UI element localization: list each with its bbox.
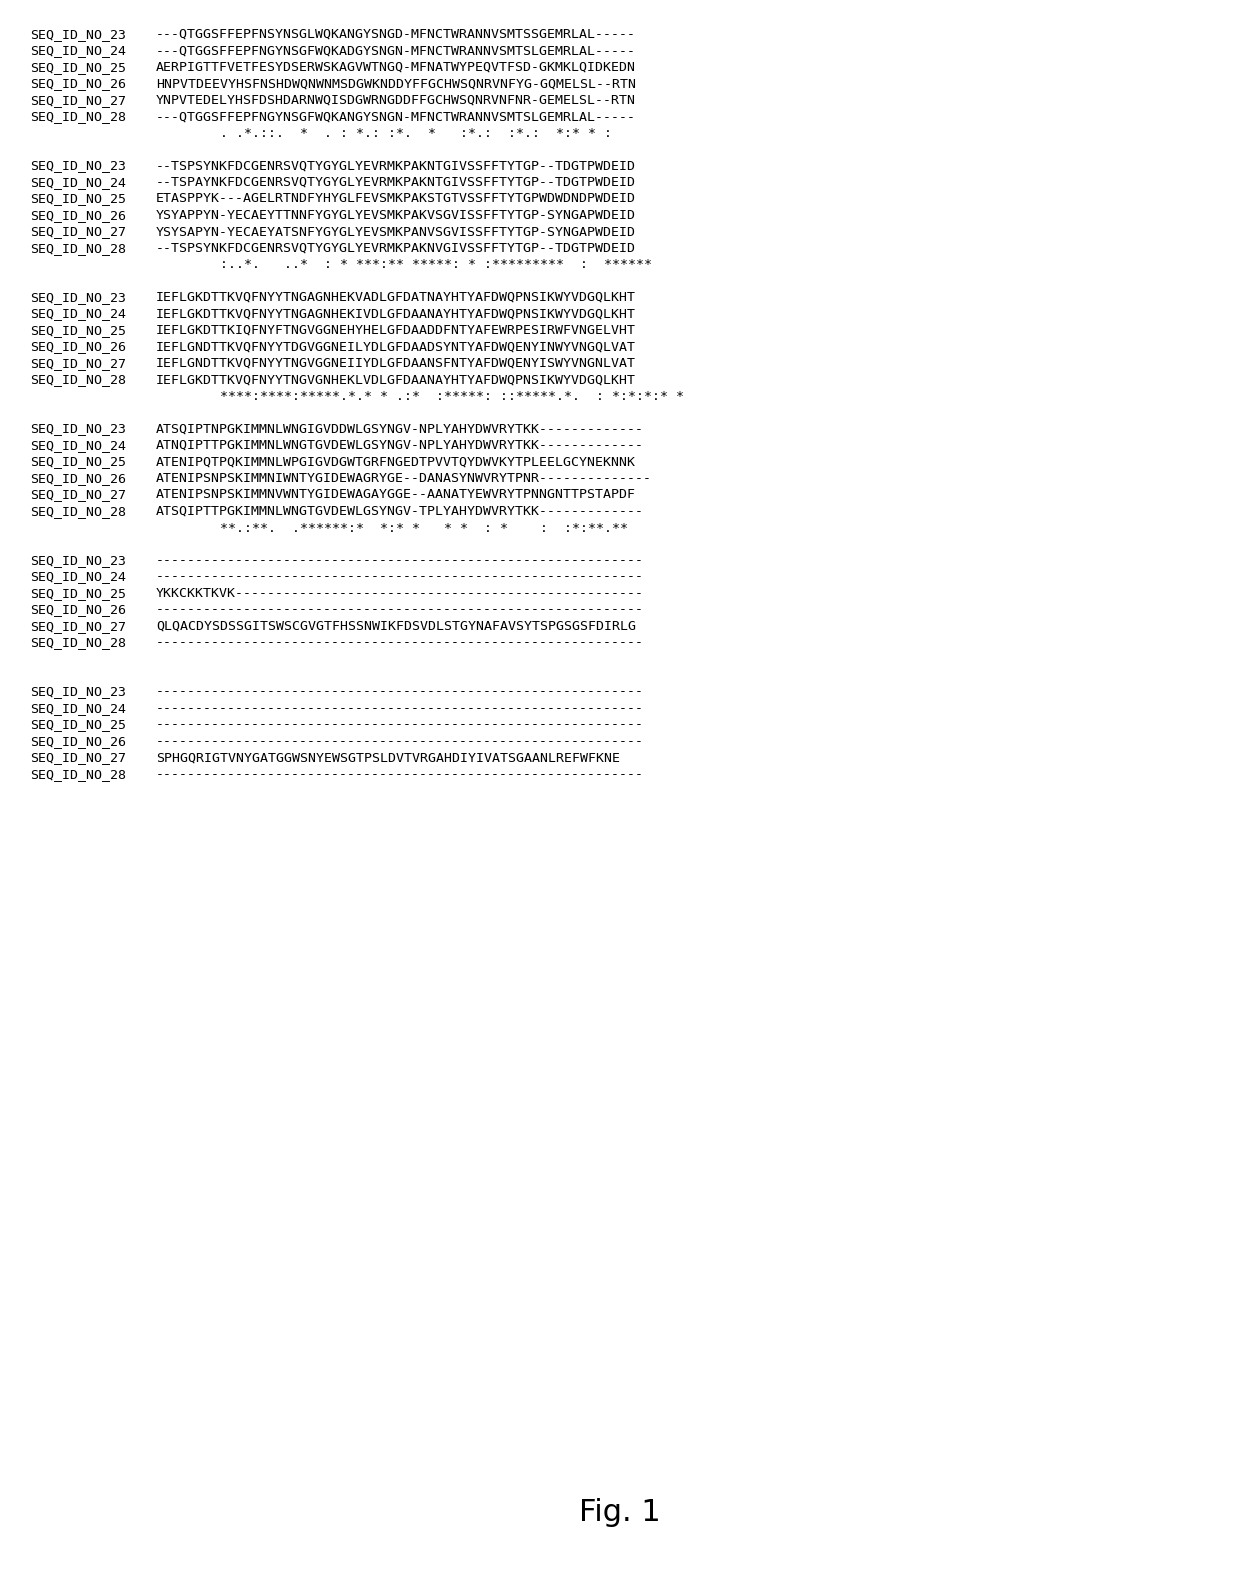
Text: SEQ_ID_NO_28: SEQ_ID_NO_28 xyxy=(30,505,126,518)
Text: IEFLGKDTTKVQFNYYTNGAGNHEKVADLGFDATNAYHTYAFDWQPNSIKWYVDGQLKHT: IEFLGKDTTKVQFNYYTNGAGNHEKVADLGFDATNAYHTY… xyxy=(156,290,636,304)
Text: SEQ_ID_NO_26: SEQ_ID_NO_26 xyxy=(30,209,126,221)
Text: -------------------------------------------------------------: ----------------------------------------… xyxy=(156,734,644,748)
Text: SEQ_ID_NO_25: SEQ_ID_NO_25 xyxy=(30,719,126,731)
Text: SEQ_ID_NO_28: SEQ_ID_NO_28 xyxy=(30,373,126,386)
Text: HNPVTDEEVYHSFNSHDWQNWNMSDGWKNDDYFFGCHWSQNRVNFYG-GQMELSL--RTN: HNPVTDEEVYHSFNSHDWQNWNMSDGWKNDDYFFGCHWSQ… xyxy=(156,77,636,91)
Text: SEQ_ID_NO_25: SEQ_ID_NO_25 xyxy=(30,193,126,206)
Text: --TSPAYNKFDCGENRSVQTYGYGLYEVRMKPAKNTGIVSSFFTYTGP--TDGTPWDEID: --TSPAYNKFDCGENRSVQTYGYGLYEVRMKPAKNTGIVS… xyxy=(156,176,636,188)
Text: SEQ_ID_NO_23: SEQ_ID_NO_23 xyxy=(30,686,126,698)
Text: -------------------------------------------------------------: ----------------------------------------… xyxy=(156,554,644,566)
Text: SEQ_ID_NO_24: SEQ_ID_NO_24 xyxy=(30,176,126,188)
Text: ATENIPQTPQKIMMNLWPGIGVDGWTGRFNGEDTPVVTQYDWVKYTPLEELGCYNEKNNK: ATENIPQTPQKIMMNLWPGIGVDGWTGRFNGEDTPVVTQY… xyxy=(156,455,636,469)
Text: SEQ_ID_NO_26: SEQ_ID_NO_26 xyxy=(30,77,126,91)
Text: -------------------------------------------------------------: ----------------------------------------… xyxy=(156,571,644,584)
Text: ATSQIPTNPGKIMMNLWNGIGVDDWLGSYNGV-NPLYAHYDWVRYTKK-------------: ATSQIPTNPGKIMMNLWNGIGVDDWLGSYNGV-NPLYAHY… xyxy=(156,422,644,436)
Text: IEFLGKDTTKVQFNYYTNGAGNHEKIVDLGFDAANAYHTYAFDWQPNSIKWYVDGQLKHT: IEFLGKDTTKVQFNYYTNGAGNHEKIVDLGFDAANAYHTY… xyxy=(156,308,636,320)
Text: IEFLGNDTTKVQFNYYTNGVGGNEIIYDLGFDAANSFNTYAFDWQENYISWYVNGNLVAT: IEFLGNDTTKVQFNYYTNGVGGNEIIYDLGFDAANSFNTY… xyxy=(156,358,636,370)
Text: SEQ_ID_NO_23: SEQ_ID_NO_23 xyxy=(30,160,126,173)
Text: SEQ_ID_NO_27: SEQ_ID_NO_27 xyxy=(30,488,126,502)
Text: Fig. 1: Fig. 1 xyxy=(579,1498,661,1527)
Text: -------------------------------------------------------------: ----------------------------------------… xyxy=(156,686,644,698)
Text: SEQ_ID_NO_26: SEQ_ID_NO_26 xyxy=(30,472,126,485)
Text: -------------------------------------------------------------: ----------------------------------------… xyxy=(156,719,644,731)
Text: SEQ_ID_NO_27: SEQ_ID_NO_27 xyxy=(30,620,126,632)
Text: :..*.   ..*  : * ***:** *****: * :*********  :  ******: :..*. ..* : * ***:** *****: * :*********… xyxy=(156,259,652,271)
Text: ETASPPYK---AGELRTNDFYHYGLFEVSMKPAKSTGTVSSFFTYTGPWDWDNDPWDEID: ETASPPYK---AGELRTNDFYHYGLFEVSMKPAKSTGTVS… xyxy=(156,193,636,206)
Text: SEQ_ID_NO_24: SEQ_ID_NO_24 xyxy=(30,44,126,58)
Text: SEQ_ID_NO_24: SEQ_ID_NO_24 xyxy=(30,308,126,320)
Text: SEQ_ID_NO_25: SEQ_ID_NO_25 xyxy=(30,587,126,599)
Text: -------------------------------------------------------------: ----------------------------------------… xyxy=(156,701,644,715)
Text: IEFLGKDTTKVQFNYYTNGVGNHEKLVDLGFDAANAYHTYAFDWQPNSIKWYVDGQLKHT: IEFLGKDTTKVQFNYYTNGVGNHEKLVDLGFDAANAYHTY… xyxy=(156,373,636,386)
Text: YSYAPPYN-YECAEYTTNNFYGYGLYEVSMKPAKVSGVISSFFTYTGP-SYNGAPWDEID: YSYAPPYN-YECAEYTTNNFYGYGLYEVSMKPAKVSGVIS… xyxy=(156,209,636,221)
Text: ATNQIPTTPGKIMMNLWNGTGVDEWLGSYNGV-NPLYAHYDWVRYTKK-------------: ATNQIPTTPGKIMMNLWNGTGVDEWLGSYNGV-NPLYAHY… xyxy=(156,439,644,452)
Text: . .*.::.  *  . : *.: :*.  *   :*.:  :*.:  *:* * :: . .*.::. * . : *.: :*. * :*.: :*.: *:* *… xyxy=(156,127,613,140)
Text: SEQ_ID_NO_23: SEQ_ID_NO_23 xyxy=(30,422,126,436)
Text: SEQ_ID_NO_28: SEQ_ID_NO_28 xyxy=(30,637,126,650)
Text: ****:****:*****.*.* * .:*  :*****: ::*****.*.  : *:*:*:* *: ****:****:*****.*.* * .:* :*****: ::****… xyxy=(156,391,684,403)
Text: YSYSAPYN-YECAEYATSNFYGYGLYEVSMKPANVSGVISSFFTYTGP-SYNGAPWDEID: YSYSAPYN-YECAEYATSNFYGYGLYEVSMKPANVSGVIS… xyxy=(156,226,636,238)
Text: -------------------------------------------------------------: ----------------------------------------… xyxy=(156,767,644,781)
Text: SEQ_ID_NO_25: SEQ_ID_NO_25 xyxy=(30,455,126,469)
Text: IEFLGNDTTKVQFNYYTDGVGGNEILYDLGFDAADSYNTYAFDWQENYINWYVNGQLVAT: IEFLGNDTTKVQFNYYTDGVGGNEILYDLGFDAADSYNTY… xyxy=(156,340,636,353)
Text: QLQACDYSDSSGITSWSCGVGTFHSSNWIKFDSVDLSTGYNAFAVSYTSPGSGSFDIRLG: QLQACDYSDSSGITSWSCGVGTFHSSNWIKFDSVDLSTGY… xyxy=(156,620,636,632)
Text: SEQ_ID_NO_26: SEQ_ID_NO_26 xyxy=(30,734,126,748)
Text: SEQ_ID_NO_26: SEQ_ID_NO_26 xyxy=(30,340,126,353)
Text: AERPIGTTFVETFESYDSERWSKAGVWTNGQ-MFNATWYPEQVTFSD-GKMKLQIDKEDN: AERPIGTTFVETFESYDSERWSKAGVWTNGQ-MFNATWYP… xyxy=(156,61,636,74)
Text: **.:**.  .******:*  *:* *   * *  : *    :  :*:**.**: **.:**. .******:* *:* * * * : * : :*:**.… xyxy=(156,521,627,535)
Text: SEQ_ID_NO_27: SEQ_ID_NO_27 xyxy=(30,358,126,370)
Text: ---QTGGSFFEPFNGYNSGFWQKANGYSNGN-MFNCTWRANNVSMTSLGEMRLAL-----: ---QTGGSFFEPFNGYNSGFWQKANGYSNGN-MFNCTWRA… xyxy=(156,110,636,124)
Text: IEFLGKDTTKIQFNYFTNGVGGNEHYHELGFDAADDFNTYAFEWRPESIRWFVNGELVHT: IEFLGKDTTKIQFNYFTNGVGGNEHYHELGFDAADDFNTY… xyxy=(156,325,636,337)
Text: SEQ_ID_NO_25: SEQ_ID_NO_25 xyxy=(30,61,126,74)
Text: ATSQIPTTPGKIMMNLWNGTGVDEWLGSYNGV-TPLYAHYDWVRYTKK-------------: ATSQIPTTPGKIMMNLWNGTGVDEWLGSYNGV-TPLYAHY… xyxy=(156,505,644,518)
Text: ATENIPSNPSKIMMNIWNTYGIDEWAGRYGE--DANASYNWVRYTPNR--------------: ATENIPSNPSKIMMNIWNTYGIDEWAGRYGE--DANASYN… xyxy=(156,472,652,485)
Text: SEQ_ID_NO_27: SEQ_ID_NO_27 xyxy=(30,94,126,107)
Text: YKKCKKTKVK---------------------------------------------------: YKKCKKTKVK------------------------------… xyxy=(156,587,644,599)
Text: SEQ_ID_NO_28: SEQ_ID_NO_28 xyxy=(30,767,126,781)
Text: SEQ_ID_NO_25: SEQ_ID_NO_25 xyxy=(30,325,126,337)
Text: YNPVTEDELYHSFDSHDARNWQISDGWRNGDDFFGCHWSQNRVNFNR-GEMELSL--RTN: YNPVTEDELYHSFDSHDARNWQISDGWRNGDDFFGCHWSQ… xyxy=(156,94,636,107)
Text: ---QTGGSFFEPFNGYNSGFWQKADGYSNGN-MFNCTWRANNVSMTSLGEMRLAL-----: ---QTGGSFFEPFNGYNSGFWQKADGYSNGN-MFNCTWRA… xyxy=(156,44,636,58)
Text: SEQ_ID_NO_23: SEQ_ID_NO_23 xyxy=(30,28,126,41)
Text: SEQ_ID_NO_23: SEQ_ID_NO_23 xyxy=(30,554,126,566)
Text: ATENIPSNPSKIMMNVWNTYGIDEWAGAYGGE--AANATYEWVRYTPNNGNTTPSTAPDF: ATENIPSNPSKIMMNVWNTYGIDEWAGAYGGE--AANATY… xyxy=(156,488,636,502)
Text: ---QTGGSFFEPFNSYNSGLWQKANGYSNGD-MFNCTWRANNVSMTSSGEMRLAL-----: ---QTGGSFFEPFNSYNSGLWQKANGYSNGD-MFNCTWRA… xyxy=(156,28,636,41)
Text: SEQ_ID_NO_27: SEQ_ID_NO_27 xyxy=(30,752,126,764)
Text: SEQ_ID_NO_24: SEQ_ID_NO_24 xyxy=(30,571,126,584)
Text: SEQ_ID_NO_23: SEQ_ID_NO_23 xyxy=(30,290,126,304)
Text: SEQ_ID_NO_24: SEQ_ID_NO_24 xyxy=(30,439,126,452)
Text: SEQ_ID_NO_26: SEQ_ID_NO_26 xyxy=(30,604,126,617)
Text: -------------------------------------------------------------: ----------------------------------------… xyxy=(156,604,644,617)
Text: SEQ_ID_NO_28: SEQ_ID_NO_28 xyxy=(30,242,126,256)
Text: SEQ_ID_NO_24: SEQ_ID_NO_24 xyxy=(30,701,126,715)
Text: SEQ_ID_NO_28: SEQ_ID_NO_28 xyxy=(30,110,126,124)
Text: SPHGQRIGTVNYGATGGWSNYEWSGTPSLDVTVRGAHDIYIVATSGAANLREFWFKNE: SPHGQRIGTVNYGATGGWSNYEWSGTPSLDVTVRGAHDIY… xyxy=(156,752,620,764)
Text: --TSPSYNKFDCGENRSVQTYGYGLYEVRMKPAKNVGIVSSFFTYTGP--TDGTPWDEID: --TSPSYNKFDCGENRSVQTYGYGLYEVRMKPAKNVGIVS… xyxy=(156,242,636,256)
Text: -------------------------------------------------------------: ----------------------------------------… xyxy=(156,637,644,650)
Text: --TSPSYNKFDCGENRSVQTYGYGLYEVRMKPAKNTGIVSSFFTYTGP--TDGTPWDEID: --TSPSYNKFDCGENRSVQTYGYGLYEVRMKPAKNTGIVS… xyxy=(156,160,636,173)
Text: SEQ_ID_NO_27: SEQ_ID_NO_27 xyxy=(30,226,126,238)
